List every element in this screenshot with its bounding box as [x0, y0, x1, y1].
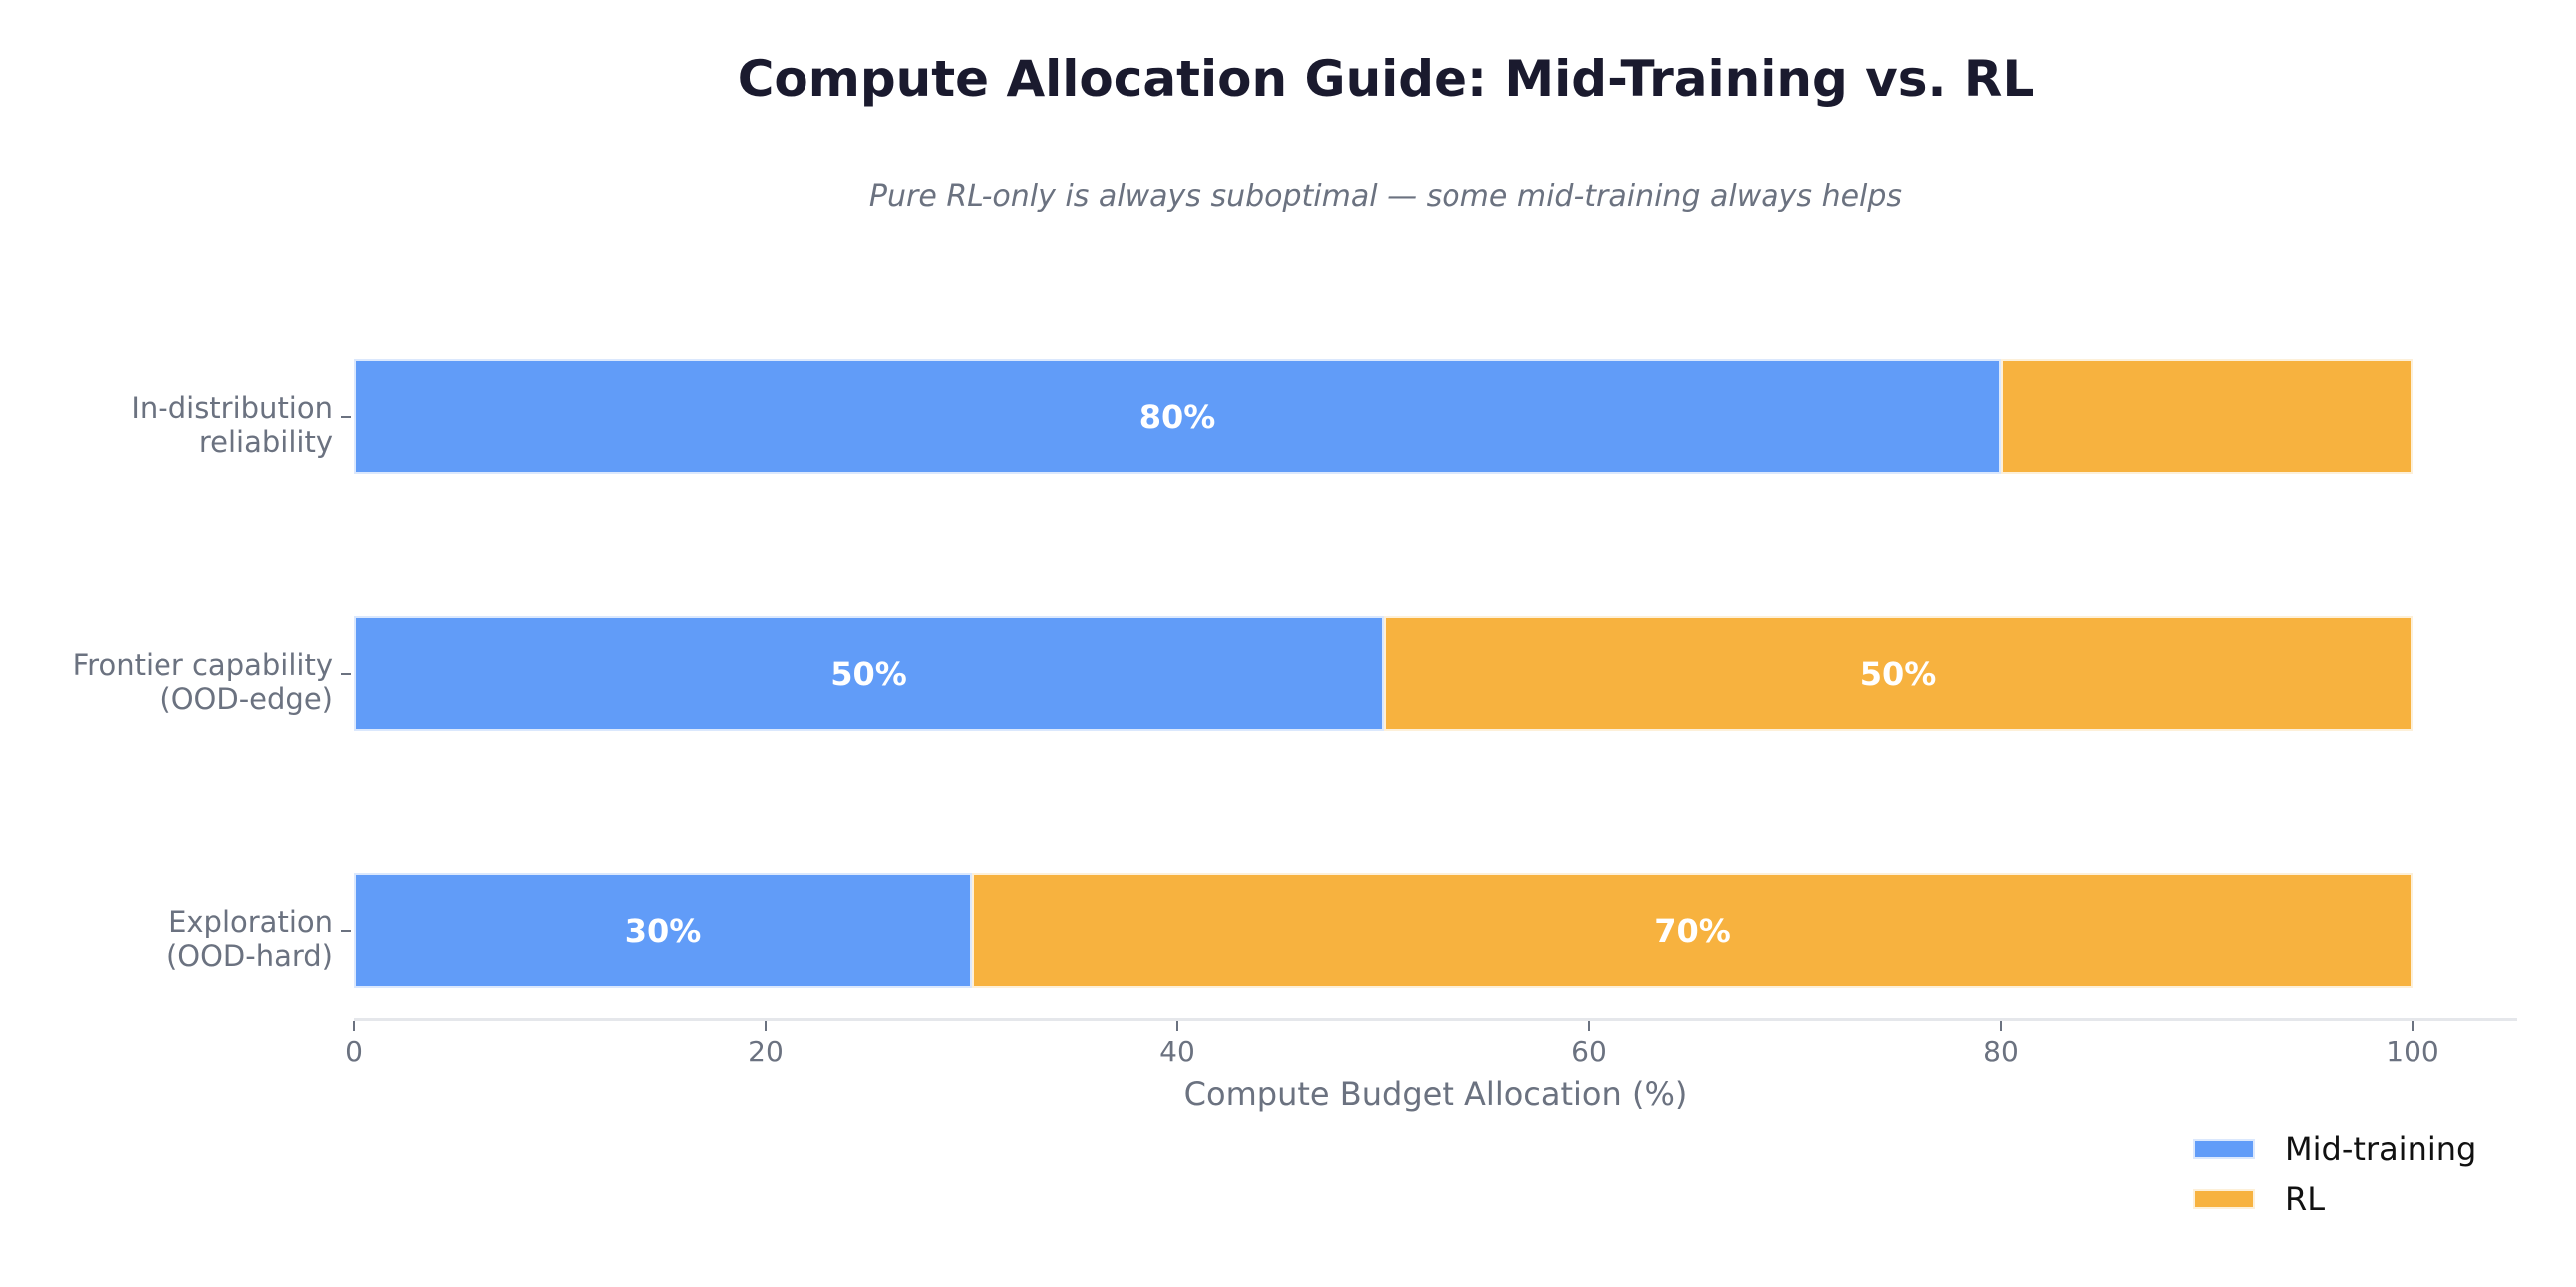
data-label: 50%	[830, 654, 907, 693]
bar-row-exploration: 30% 70%	[354, 873, 2413, 988]
legend-label: Mid-training	[2285, 1130, 2477, 1168]
legend-item-mid-training: Mid-training	[2193, 1125, 2476, 1174]
y-tick	[341, 673, 351, 675]
bar-segment-rl: 70%	[972, 873, 2413, 988]
y-label-line: Exploration	[168, 905, 333, 939]
data-label: 80%	[1138, 397, 1216, 436]
y-label-line: Frontier capability	[72, 648, 333, 682]
x-tick-label: 20	[748, 1035, 784, 1068]
x-tick	[1176, 1021, 1178, 1031]
y-label-line: reliability	[198, 425, 333, 459]
bar-segment-mid-training: 50%	[354, 616, 1384, 731]
bar-segment-mid-training: 30%	[354, 873, 972, 988]
legend-label: RL	[2285, 1180, 2326, 1218]
legend: Mid-training RL	[2193, 1125, 2476, 1224]
y-label-row-1: In-distribution reliability	[0, 391, 333, 459]
x-tick	[353, 1021, 355, 1031]
legend-item-rl: RL	[2193, 1174, 2476, 1224]
data-label: 50%	[1859, 654, 1937, 693]
y-label-line: In-distribution	[131, 391, 333, 425]
x-tick-label: 40	[1159, 1035, 1195, 1068]
legend-swatch-rl	[2193, 1189, 2255, 1209]
x-tick	[1588, 1021, 1590, 1031]
x-tick	[2000, 1021, 2002, 1031]
x-tick	[765, 1021, 767, 1031]
x-tick-label: 60	[1571, 1035, 1607, 1068]
bar-segment-mid-training: 80%	[354, 359, 2001, 474]
data-label: 30%	[624, 911, 702, 950]
x-tick	[2412, 1021, 2414, 1031]
x-tick-label: 100	[2386, 1035, 2439, 1068]
y-label-line: (OOD-edge)	[160, 682, 333, 716]
y-label-row-3: Exploration (OOD-hard)	[0, 905, 333, 973]
chart-title: Compute Allocation Guide: Mid-Training v…	[737, 50, 2035, 108]
bar-segment-rl: 50%	[1384, 616, 2413, 731]
x-tick-label: 80	[1983, 1035, 2019, 1068]
x-axis-label: Compute Budget Allocation (%)	[1183, 1075, 1688, 1113]
y-label-line: (OOD-hard)	[165, 939, 333, 973]
legend-swatch-mid-training	[2193, 1139, 2255, 1159]
x-axis-line	[354, 1018, 2517, 1021]
y-label-row-2: Frontier capability (OOD-edge)	[0, 648, 333, 716]
y-tick	[341, 416, 351, 418]
plot-area: 80% 50% 50% 30% 70%	[354, 299, 2517, 1019]
bar-row-in-distribution: 80%	[354, 359, 2413, 474]
y-tick	[341, 930, 351, 932]
bar-row-frontier: 50% 50%	[354, 616, 2413, 731]
data-label: 70%	[1654, 911, 1731, 950]
chart-subtitle: Pure RL-only is always suboptimal — some…	[868, 179, 1903, 214]
bar-segment-rl	[2001, 359, 2413, 474]
x-tick-label: 0	[345, 1035, 363, 1068]
